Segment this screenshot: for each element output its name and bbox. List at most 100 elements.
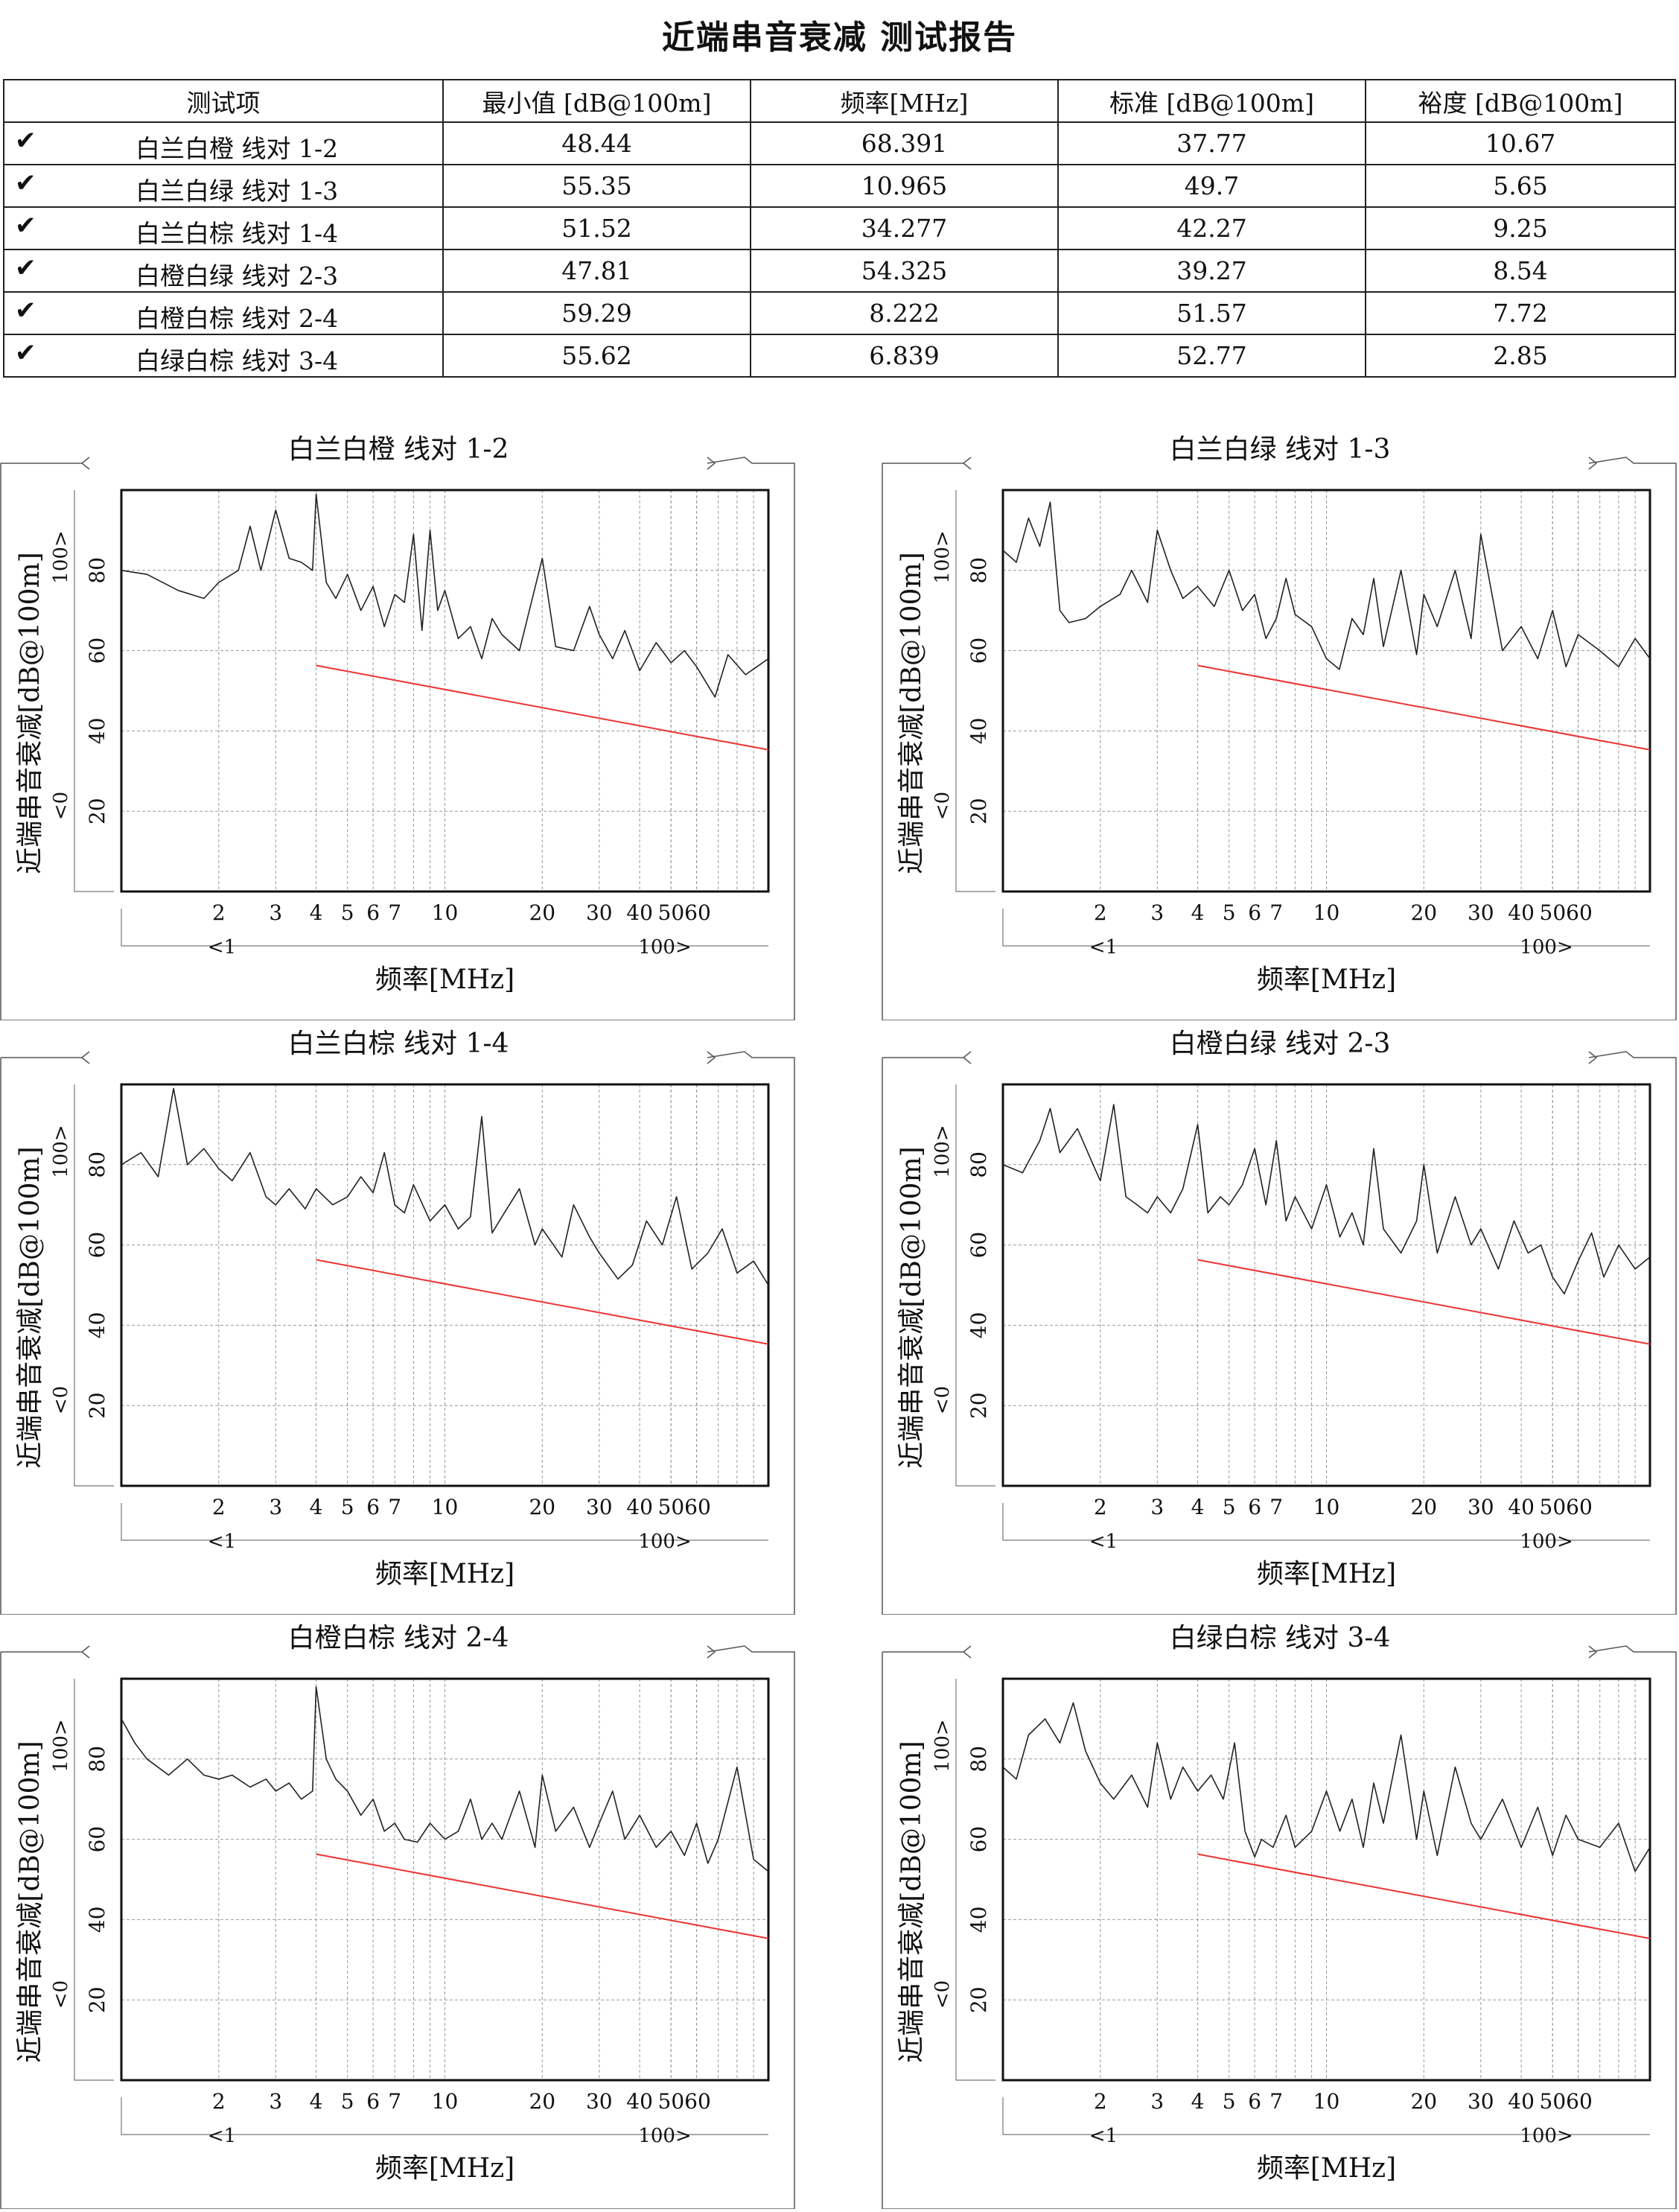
- summary-table: 测试项 最小值 [dB@100m] 频率[MHz] 标准 [dB@100m] 裕…: [3, 79, 1676, 378]
- chart-title: 白兰白橙 线对 1-2: [288, 434, 509, 465]
- y-range-min-label: <0: [50, 1386, 72, 1414]
- column-header-margin: 裕度 [dB@100m]: [1365, 79, 1676, 123]
- x-tick-label: 2: [212, 2089, 226, 2114]
- header-left-ornament: [882, 1051, 972, 1064]
- cell-std: 39.27: [1057, 249, 1366, 293]
- cell-freq: 34.277: [750, 206, 1059, 250]
- y-axis-bracket: [74, 1679, 114, 2081]
- x-tick-label: 4: [1191, 1495, 1205, 1519]
- x-tick-label: 3: [1150, 2089, 1164, 2114]
- x-tick-label: 5: [341, 900, 354, 925]
- x-axis-bracket: [1002, 2097, 1650, 2135]
- x-tick-label: 3: [269, 900, 282, 925]
- x-tick-label: 2: [1094, 900, 1107, 925]
- x-range-min-label: <1: [1089, 936, 1118, 959]
- x-tick-label: 4: [310, 2089, 323, 2114]
- x-tick-label: 30: [1468, 900, 1494, 925]
- cell-margin: 8.54: [1365, 249, 1676, 293]
- x-range-min-label: <1: [208, 1531, 236, 1553]
- y-range-max-label: 100>: [50, 530, 72, 583]
- y-tick-label: 80: [966, 1746, 991, 1773]
- x-tick-label: 5060: [658, 1495, 711, 1519]
- chart-pair-2-3: 白橙白绿 线对 2-32 3 4 5 6 7 10 20 30 40 5060<1 100>频率[MH…: [882, 1029, 1677, 1615]
- x-axis-bracket: [1002, 1503, 1650, 1541]
- x-tick-label: 5: [1223, 1495, 1236, 1519]
- table-row: ✔ 白橙白棕 线对 2-4 59.29 8.222 51.57 7.72: [3, 291, 1676, 335]
- plot-area-border: [1001, 1677, 1651, 2082]
- cell-freq: 68.391: [750, 121, 1059, 165]
- x-range-max-label: 100>: [638, 2125, 691, 2147]
- x-tick-label: 20: [1410, 2089, 1437, 2114]
- check-icon: ✔: [15, 126, 36, 156]
- limit-line: [316, 664, 769, 751]
- x-axis-bracket: [1002, 909, 1650, 947]
- header-left-ornament: [882, 457, 972, 470]
- y-tick-label: 60: [966, 1826, 991, 1853]
- table-row: ✔ 白兰白绿 线对 1-3 55.35 10.965 49.7 5.65: [3, 164, 1676, 208]
- cell-freq: 6.839: [750, 334, 1059, 378]
- x-range-max-label: 100>: [1520, 936, 1573, 959]
- x-tick-label: 6: [366, 2089, 380, 2114]
- cell-margin: 7.72: [1365, 291, 1676, 335]
- x-range-max-label: 100>: [638, 936, 691, 959]
- measured-curve: [1002, 1104, 1651, 1295]
- check-icon: ✔: [15, 253, 36, 283]
- x-range-max-label: 100>: [638, 1531, 691, 1553]
- page-title: 近端串音衰减 测试报告: [661, 19, 1018, 57]
- header-left-ornament: [1, 1051, 90, 1064]
- y-axis-bracket: [74, 490, 114, 892]
- test-item-label: 白兰白绿 线对 1-3: [136, 177, 339, 206]
- column-header-std: 标准 [dB@100m]: [1057, 79, 1366, 123]
- x-range-min-label: <1: [208, 936, 236, 959]
- y-axis-bracket: [74, 1084, 114, 1487]
- cell-min: 55.35: [442, 164, 751, 208]
- y-tick-label: 20: [966, 798, 991, 824]
- measured-curve: [121, 1087, 769, 1285]
- cell-margin: 5.65: [1365, 164, 1676, 208]
- x-tick-label: 7: [388, 900, 401, 925]
- chart-frame: [882, 457, 1677, 1020]
- y-range-max-label: 100>: [50, 1125, 72, 1177]
- chart-title: 白兰白棕 线对 1-4: [288, 1029, 509, 1059]
- x-axis-bracket: [121, 909, 768, 947]
- y-tick-label: 20: [85, 1392, 109, 1419]
- x-tick-label: 20: [529, 1495, 555, 1519]
- y-tick-label: 60: [85, 1826, 109, 1853]
- x-range-min-label: <1: [1089, 2125, 1118, 2147]
- plot-area-border: [120, 1677, 770, 2082]
- x-axis-title: 频率[MHz]: [375, 1559, 514, 1589]
- cell-margin: 9.25: [1365, 206, 1676, 250]
- x-axis-bracket: [121, 1503, 768, 1541]
- y-range-max-label: 100>: [931, 1125, 954, 1177]
- chart-frame: [0, 1051, 795, 1615]
- header-right-ornament: [707, 1645, 716, 1659]
- y-tick-label: 20: [85, 1986, 109, 2013]
- column-header-item: 测试项: [3, 79, 444, 123]
- y-tick-label: 40: [966, 718, 991, 745]
- y-tick-label: 40: [85, 1907, 109, 1933]
- test-item-label: 白兰白棕 线对 1-4: [136, 219, 339, 248]
- chart-pair-1-4: 白兰白棕 线对 1-42 3 4 5 6 7 10 20 30 40 5060<1 100>频率[MH…: [0, 1029, 795, 1615]
- y-tick-label: 60: [85, 638, 109, 664]
- y-range-min-label: <0: [50, 1980, 72, 2009]
- x-tick-label: 30: [586, 2089, 613, 2114]
- y-tick-label: 40: [85, 1312, 109, 1339]
- y-tick-label: 20: [966, 1392, 991, 1419]
- cell-margin: 2.85: [1365, 334, 1676, 378]
- cell-min: 51.52: [442, 206, 751, 250]
- table-header-row: 测试项 最小值 [dB@100m] 频率[MHz] 标准 [dB@100m] 裕…: [3, 79, 1676, 123]
- x-tick-label: 5: [1223, 900, 1236, 925]
- chart-frame: [882, 1645, 1677, 2209]
- plot-area-border: [1001, 489, 1651, 893]
- limit-line: [1197, 664, 1651, 751]
- test-item-cell: ✔ 白橙白棕 线对 2-4: [3, 291, 444, 335]
- x-tick-label: 10: [432, 1495, 459, 1519]
- measured-curve: [121, 1686, 769, 1872]
- x-tick-label: 30: [1468, 2089, 1494, 2114]
- x-tick-label: 2: [1094, 2089, 1107, 2114]
- cell-min: 55.62: [442, 334, 751, 378]
- x-tick-label: 40: [626, 2089, 653, 2114]
- x-tick-label: 3: [269, 1495, 282, 1519]
- y-tick-label: 80: [85, 1746, 109, 1773]
- x-range-min-label: <1: [1089, 1531, 1118, 1553]
